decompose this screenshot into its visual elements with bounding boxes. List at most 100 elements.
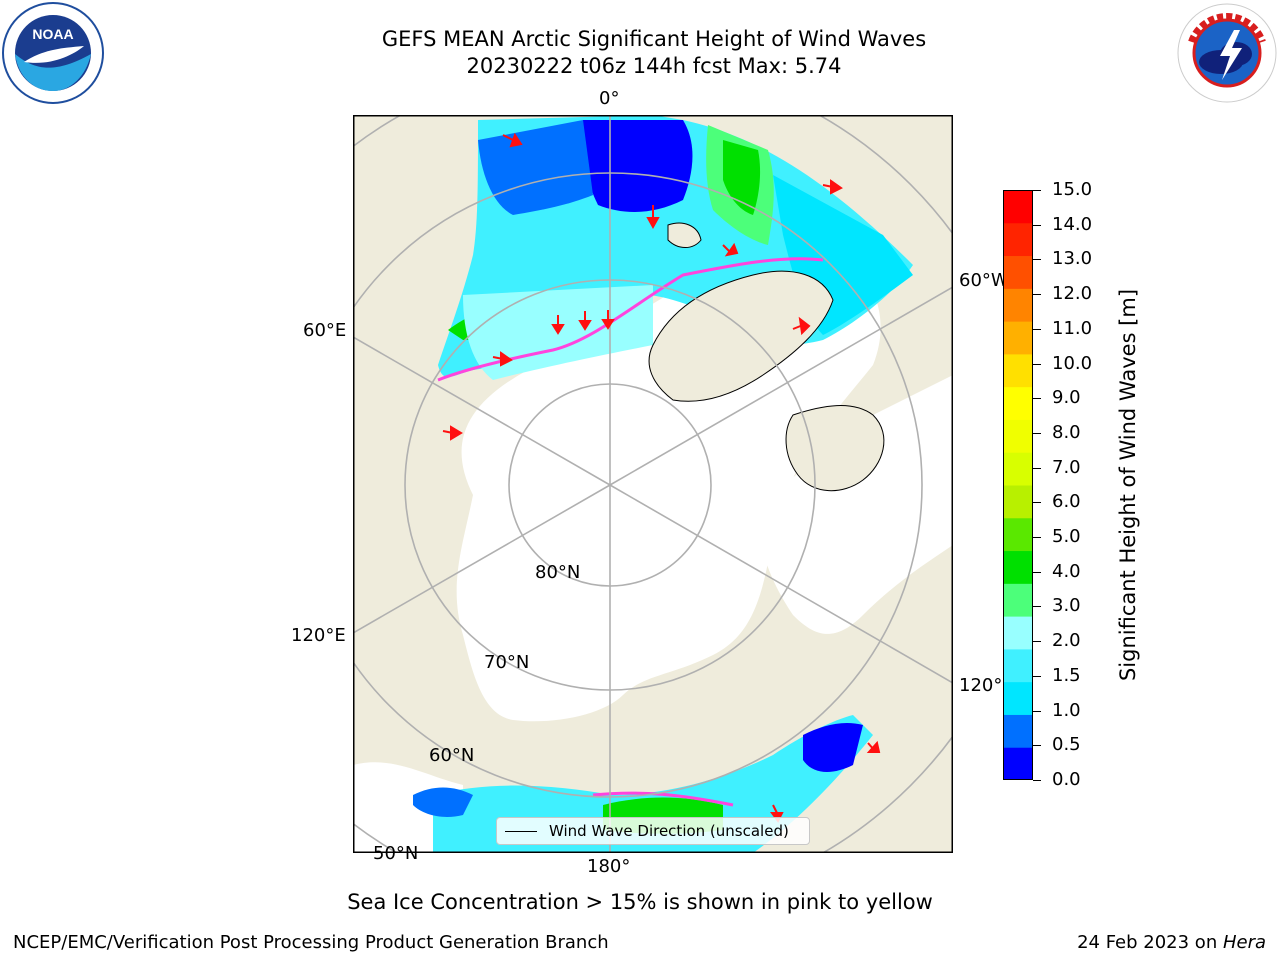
colorbar-tick-mark (1033, 606, 1041, 608)
colorbar-tick-label: 6.0 (1052, 491, 1081, 513)
svg-text:NOAA: NOAA (32, 26, 73, 42)
colorbar-tick-mark (1033, 432, 1041, 434)
colorbar-tick-mark (1033, 641, 1041, 643)
colorbar-tick-mark (1033, 502, 1041, 504)
colorbar-tick-mark (1033, 363, 1041, 365)
colorbar-tick-mark (1033, 780, 1041, 781)
colorbar-tick-label: 14.0 (1052, 213, 1093, 235)
colorbar-segment (1003, 583, 1033, 617)
colorbar-tick-mark (1033, 190, 1041, 191)
wave-arrow (646, 205, 660, 230)
wave-arrow (822, 179, 843, 195)
wave-arrow (578, 311, 592, 331)
wave-arrow (492, 351, 513, 367)
colorbar-tick-mark (1033, 537, 1041, 539)
lat-label-70: 70°N (484, 652, 530, 673)
wave-arrow (502, 132, 523, 148)
colorbar-segment (1003, 386, 1033, 420)
colorbar-tick-label: 3.0 (1052, 595, 1081, 617)
colorbar-segment (1003, 550, 1033, 584)
colorbar-tick-mark (1033, 467, 1041, 469)
colorbar-tick-mark (1033, 675, 1041, 677)
footer-date: 24 Feb 2023 on Hera (1077, 932, 1266, 953)
svalbard (667, 222, 702, 248)
colorbar-tick-label: 2.0 (1052, 630, 1081, 652)
colorbar (1003, 190, 1033, 780)
noaa-logo: NOAA (2, 2, 104, 104)
greenland (648, 270, 834, 402)
lat-label-60: 60°N (429, 745, 475, 766)
bering-blue-patch (413, 787, 473, 817)
colorbar-tick-label: 1.5 (1052, 664, 1081, 686)
lat-label-50: 50°N (373, 843, 419, 864)
colorbar-tick-mark (1033, 294, 1041, 296)
lat-label-80: 80°N (535, 562, 581, 583)
colorbar-tick-mark (1033, 328, 1041, 330)
wave-arrow (601, 310, 615, 330)
wave-arrow (792, 316, 811, 336)
map-legend: Wind Wave Direction (unscaled) (496, 817, 810, 845)
colorbar-segment (1003, 616, 1033, 650)
colorbar-tick-mark (1033, 745, 1041, 747)
colorbar-tick-mark (1033, 224, 1041, 226)
colorbar-segment (1003, 255, 1033, 289)
lon-label-60e: 60°E (303, 320, 347, 341)
colorbar-segment (1003, 681, 1033, 715)
colorbar-tick-mark (1033, 259, 1041, 261)
arctic-ocean (456, 254, 881, 722)
colorbar-segment (1003, 517, 1033, 552)
colorbar-segment (1003, 190, 1033, 224)
meridian-60e (353, 336, 611, 486)
colorbar-tick-label: 9.0 (1052, 387, 1081, 409)
colorbar-tick-label: 11.0 (1052, 317, 1093, 339)
chart-title: GEFS MEAN Arctic Significant Height of W… (381, 27, 927, 51)
footer-credit: NCEP/EMC/Verification Post Processing Pr… (13, 932, 609, 953)
nws-logo (1177, 3, 1277, 103)
legend-label: Wind Wave Direction (unscaled) (549, 822, 789, 840)
footer-host: Hera (1222, 932, 1266, 953)
colorbar-segment (1003, 485, 1033, 519)
lon-label-180: 180° (587, 856, 631, 877)
wave-arrow (442, 425, 463, 441)
colorbar-tick-mark (1033, 571, 1041, 573)
colorbar-tick-label: 5.0 (1052, 526, 1081, 548)
colorbar-segment (1003, 222, 1033, 257)
colorbar-tick-mark (1033, 398, 1041, 400)
meridian-120e (353, 484, 611, 634)
sea-ice-caption: Sea Ice Concentration > 15% is shown in … (347, 890, 933, 914)
canadian-archipelago (785, 405, 885, 492)
lon-label-120e: 120°E (291, 625, 346, 646)
colorbar-segment (1003, 648, 1033, 683)
colorbar-label: Significant Height of Wind Waves [m] (1116, 288, 1140, 682)
colorbar-segment (1003, 321, 1033, 355)
colorbar-tick-label: 8.0 (1052, 421, 1081, 443)
colorbar-segment (1003, 288, 1033, 322)
wave-arrow (866, 740, 881, 753)
colorbar-segment (1003, 452, 1033, 486)
canadian-arctic-water (760, 375, 953, 634)
colorbar-segment (1003, 747, 1033, 780)
atlantic-low-waves (582, 120, 693, 212)
colorbar-tick-label: 1.0 (1052, 699, 1081, 721)
meridian-60w (609, 286, 953, 486)
pacific-low-waves (803, 723, 863, 772)
colorbar-tick-label: 7.0 (1052, 456, 1081, 478)
colorbar-tick-label: 0.5 (1052, 734, 1081, 756)
colorbar-segment (1003, 353, 1033, 388)
lon-label-60w: 60°W (959, 270, 1009, 291)
meridian-120w (609, 484, 953, 684)
colorbar-tick-label: 13.0 (1052, 248, 1093, 270)
colorbar-segment (1003, 714, 1033, 748)
colorbar-tick-label: 15.0 (1052, 179, 1093, 200)
polar-wave-map (353, 115, 953, 853)
chart-subtitle: 20230222 t06z 144h fcst Max: 5.74 (466, 54, 842, 78)
colorbar-tick-label: 0.0 (1052, 769, 1081, 790)
ice-edge-atlantic (437, 257, 824, 382)
footer-date-text: 24 Feb 2023 on (1077, 932, 1223, 953)
colorbar-tick-label: 10.0 (1052, 352, 1093, 374)
legend-line-sample (505, 830, 537, 832)
colorbar-tick-label: 4.0 (1052, 560, 1081, 582)
wave-arrow (551, 315, 565, 335)
colorbar-tick-mark (1033, 710, 1041, 712)
atlantic-green-core (723, 140, 761, 215)
